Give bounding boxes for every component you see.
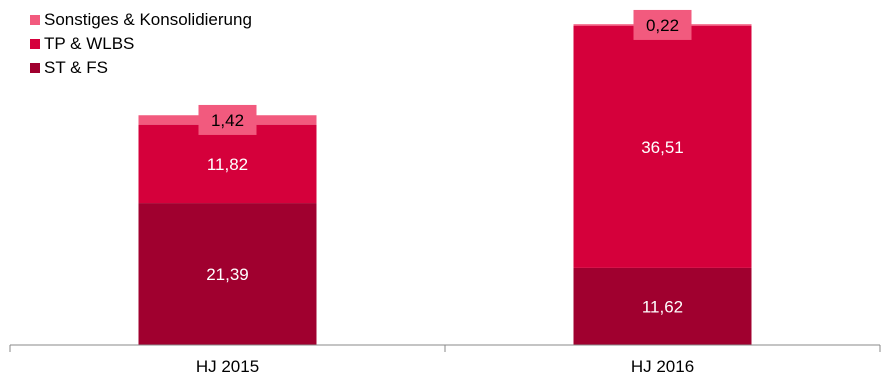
legend-label-sonstiges: Sonstiges & Konsolidierung [44,10,252,29]
legend-item-tp-wlbs: TP & WLBS [30,32,252,56]
data-label-hj-2015-st-fs: 21,39 [206,265,249,284]
legend-swatch-tp-wlbs [30,39,40,49]
bar-hj-2015-tp-wlbs [138,124,317,204]
data-label-hj-2015-sonstiges-konsolidierung: 1,42 [211,111,244,130]
bar-hj-2015-st-fs [138,203,317,345]
data-label-hj-2015-tp-wlbs: 11,82 [207,155,248,174]
data-label-box-hj-2015 [198,104,257,135]
legend-swatch-st-fs [30,63,40,73]
legend-swatch-sonstiges [30,15,40,25]
legend: Sonstiges & Konsolidierung TP & WLBS ST … [30,8,252,80]
legend-label-tp-wlbs: TP & WLBS [44,34,135,53]
legend-item-sonstiges: Sonstiges & Konsolidierung [30,8,252,32]
data-label-hj-2016-sonstiges-konsolidierung: 0,22 [646,16,679,35]
x-axis: HJ 2015 HJ 2016 [9,344,881,376]
data-label-hj-2016-st-fs: 11,62 [642,297,683,316]
bars-group: 21,39 11,82 1,42 11,62 36,51 0,22 [138,9,752,345]
bar-hj-2016-tp-wlbs [573,25,752,268]
legend-item-st-fs: ST & FS [30,56,252,80]
bar-hj-2016-st-fs [573,267,752,345]
legend-label-st-fs: ST & FS [44,58,108,77]
x-tick-label-hj-2015: HJ 2015 [196,357,259,376]
data-label-hj-2016-tp-wlbs: 36,51 [641,138,684,157]
x-tick-label-hj-2016: HJ 2016 [631,357,694,376]
data-label-box-hj-2016 [633,9,692,40]
